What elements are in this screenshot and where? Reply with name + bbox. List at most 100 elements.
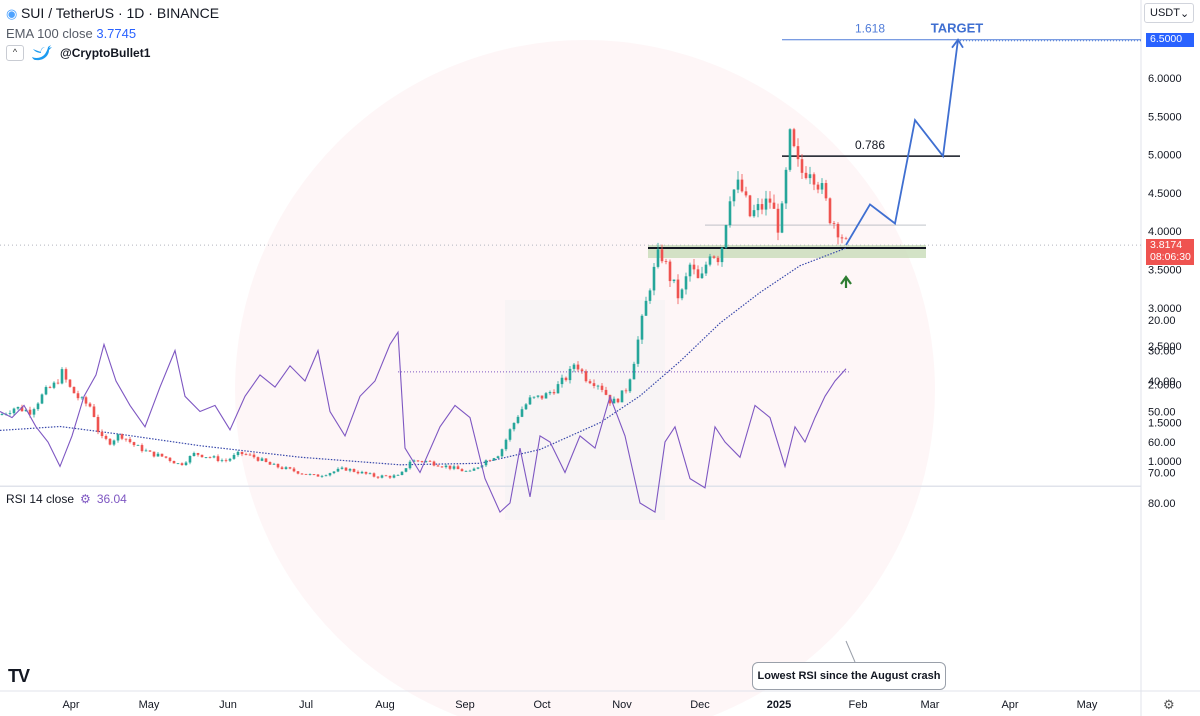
candle-body [592, 383, 596, 386]
candle-body [656, 249, 660, 267]
rsi-label: RSI 14 close [6, 492, 75, 506]
candle-body [28, 409, 32, 415]
candle-body [172, 460, 176, 464]
candle-body [304, 473, 308, 475]
candle-body [776, 208, 780, 233]
candle-body [436, 465, 440, 467]
projection-arrow-head [951, 38, 964, 49]
candle-body [68, 379, 72, 387]
candle-body [72, 386, 76, 394]
candle-body [464, 470, 468, 472]
candle-body [280, 467, 284, 470]
candle-body [372, 473, 376, 477]
time-axis-tick-11: Mar [921, 699, 940, 711]
candle-body [536, 395, 540, 397]
candle-body [8, 413, 12, 414]
chevron-down-icon: ⌄ [1179, 7, 1190, 20]
candle-body [564, 377, 568, 381]
candle-body [504, 439, 508, 450]
price-axis-tick-5: 3.5000 [1148, 265, 1182, 277]
candle-body [680, 289, 684, 299]
rsi-axis-tick-0: 80.00 [1148, 498, 1176, 510]
fib-label-1: 1.618 [855, 22, 885, 36]
rsi-legend: RSI 14 close ⚙ 36.04 [6, 492, 127, 506]
collapse-legend-button[interactable]: ^ [6, 45, 24, 61]
ema-label: EMA 100 close [6, 26, 93, 41]
candle-body [376, 476, 380, 478]
candle-body [756, 204, 760, 211]
time-axis-tick-6: Oct [533, 699, 550, 711]
candle-body [416, 460, 420, 462]
candle-body [344, 467, 348, 471]
candle-body [136, 445, 140, 446]
candle-body [604, 389, 608, 395]
rsi-settings-icon[interactable]: ⚙ [80, 492, 91, 506]
candle-body [844, 238, 848, 240]
candle-body [232, 455, 236, 459]
candle-body [204, 457, 208, 458]
rsi-axis-tick-5: 30.00 [1148, 346, 1176, 358]
candle-body [324, 475, 328, 477]
candle-body [212, 456, 216, 458]
candle-body [556, 384, 560, 394]
candle-body [228, 458, 232, 461]
candle-body [272, 463, 276, 465]
candle-body [648, 290, 652, 301]
price-axis-tick-2: 5.0000 [1148, 150, 1182, 162]
candle-body [80, 397, 84, 399]
candle-body [444, 465, 448, 468]
candle-body [560, 377, 564, 385]
candle-body [692, 264, 696, 270]
price-axis-tick-0: 6.0000 [1148, 73, 1182, 85]
candle-body [488, 460, 492, 462]
rsi-value: 36.04 [96, 492, 127, 506]
candle-body [88, 403, 92, 407]
time-axis-tick-9: 2025 [767, 699, 791, 711]
symbol-title: SUI / TetherUS · 1D · BINANCE [20, 5, 220, 21]
candle-body [456, 466, 460, 470]
candle-body [700, 273, 704, 279]
time-axis-tick-7: Nov [612, 699, 632, 711]
candle-body [396, 474, 400, 476]
candle-body [296, 471, 300, 474]
candle-body [312, 474, 316, 475]
currency-selector[interactable]: USDT ⌄ [1144, 3, 1194, 23]
candle-body [620, 390, 624, 403]
candle-body [200, 454, 204, 458]
candle-body [364, 471, 368, 474]
candle-body [748, 195, 752, 217]
candle-body [156, 453, 160, 457]
candle-body [736, 179, 740, 190]
candle-body [168, 457, 172, 461]
candle-body [832, 223, 836, 224]
candle-body [348, 469, 352, 471]
candle-body [288, 467, 292, 469]
candle-body [108, 438, 112, 445]
candle-body [836, 223, 840, 238]
candle-body [188, 456, 192, 463]
candle-body [508, 429, 512, 440]
sui-logo-icon: ◉ [6, 6, 21, 21]
candle-body [144, 450, 148, 452]
rsi-axis-tick-1: 70.00 [1148, 468, 1176, 480]
candle-body [220, 460, 224, 462]
time-axis-tick-10: Feb [849, 699, 868, 711]
candle-body [128, 439, 132, 443]
candle-body [140, 445, 144, 452]
candle-body [596, 385, 600, 387]
candle-body [424, 460, 428, 462]
support-zone [648, 244, 926, 259]
candle-body [472, 468, 476, 471]
gear-icon[interactable]: ⚙ [1163, 697, 1175, 712]
fib-label-0: 0.786 [855, 138, 885, 152]
candle-body [292, 468, 296, 472]
pane-edge [0, 486, 1141, 487]
candle-body [712, 256, 716, 258]
note-connector [845, 640, 856, 663]
candle-body [84, 397, 88, 404]
candle-body [248, 454, 252, 456]
target-label: TARGET [931, 21, 984, 36]
candle-body [356, 471, 360, 474]
candle-body [808, 174, 812, 179]
candle-body [532, 396, 536, 398]
